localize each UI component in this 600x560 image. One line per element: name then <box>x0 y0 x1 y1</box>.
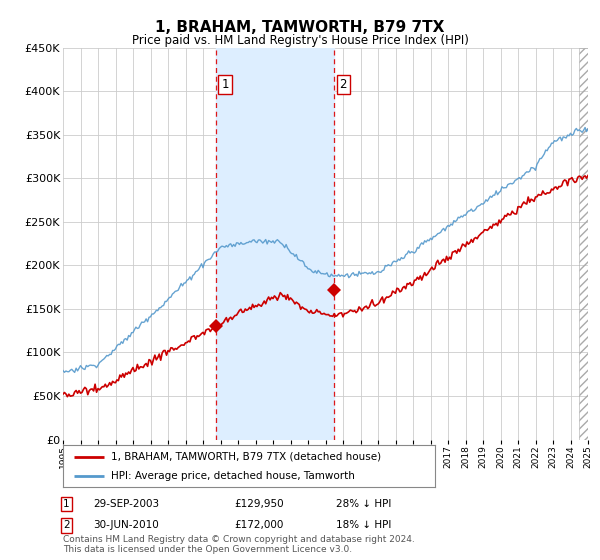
Text: 1, BRAHAM, TAMWORTH, B79 7TX (detached house): 1, BRAHAM, TAMWORTH, B79 7TX (detached h… <box>112 451 382 461</box>
Text: 1: 1 <box>221 78 229 91</box>
Text: 1: 1 <box>63 499 70 509</box>
Text: 18% ↓ HPI: 18% ↓ HPI <box>336 520 391 530</box>
Text: 2: 2 <box>63 520 70 530</box>
Bar <box>579 48 588 440</box>
Text: 29-SEP-2003: 29-SEP-2003 <box>93 499 159 509</box>
Text: £129,950: £129,950 <box>234 499 284 509</box>
Text: Contains HM Land Registry data © Crown copyright and database right 2024.
This d: Contains HM Land Registry data © Crown c… <box>63 535 415 554</box>
Text: 1, BRAHAM, TAMWORTH, B79 7TX: 1, BRAHAM, TAMWORTH, B79 7TX <box>155 20 445 35</box>
Text: 28% ↓ HPI: 28% ↓ HPI <box>336 499 391 509</box>
Text: HPI: Average price, detached house, Tamworth: HPI: Average price, detached house, Tamw… <box>112 471 355 481</box>
Text: 2: 2 <box>340 78 347 91</box>
Bar <box>216 48 334 440</box>
Text: 30-JUN-2010: 30-JUN-2010 <box>93 520 159 530</box>
Text: £172,000: £172,000 <box>234 520 283 530</box>
Text: Price paid vs. HM Land Registry's House Price Index (HPI): Price paid vs. HM Land Registry's House … <box>131 34 469 46</box>
